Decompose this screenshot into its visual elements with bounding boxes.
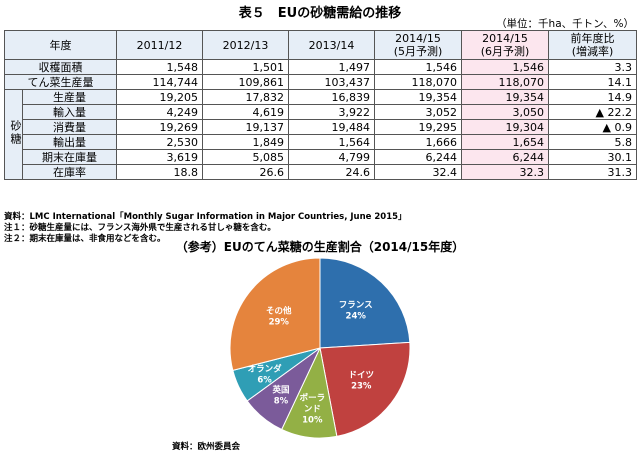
- sugar-group-text: 砂糖: [9, 120, 22, 146]
- table-cell: 4,799: [288, 149, 375, 165]
- table-cell: 2,530: [116, 134, 203, 150]
- table-cell: 3,619: [116, 149, 203, 165]
- note-source: 資料：LMC International「Monthly Sugar Infor…: [4, 212, 407, 222]
- row-label: 収穫面積: [4, 59, 117, 75]
- row-label: 在庫率: [22, 164, 117, 180]
- pie-slice: [319, 257, 411, 349]
- table-cell: 26.6: [202, 164, 289, 180]
- note-2: 注２：期末在庫量は、非食用などを含む。: [4, 234, 166, 244]
- table-row: 輸出量 2,530 1,849 1,564 1,666 1,654 5.8: [5, 134, 637, 150]
- pie-title: （参考）EUのてん菜糖の生産割合（2014/15年度）: [175, 240, 465, 254]
- pie-slice: [319, 341, 411, 437]
- row-label: 生産量: [22, 89, 117, 105]
- column-header: 2013/14: [288, 30, 375, 60]
- column-header: 2012/13: [202, 30, 289, 60]
- column-header: 2014/15 (6月予測): [461, 30, 549, 60]
- table-cell: 1,654: [461, 134, 549, 150]
- column-header: 2014/15 (5月予測): [374, 30, 462, 60]
- table-title: 表５ EUの砂糖需給の推移: [238, 6, 402, 21]
- table-cell: 32.3: [461, 164, 549, 180]
- sugar-group-label: 砂糖: [4, 89, 23, 180]
- table-cell: 118,070: [461, 74, 549, 90]
- pie-slice-label: その他 29%: [266, 306, 292, 328]
- unit-note: （単位：千ha、千トン、%）: [496, 18, 634, 30]
- pie-slice-label: ドイツ 23%: [348, 370, 374, 391]
- table-notes: 資料：LMC International「Monthly Sugar Infor…: [4, 212, 407, 245]
- corner-header: 年度: [4, 30, 117, 60]
- table-header-row: 年度 2011/12 2012/13 2013/14 2014/15 (5月予測)…: [4, 30, 637, 60]
- table-cell: 1,849: [202, 134, 289, 150]
- table-cell: 16,839: [288, 89, 375, 105]
- table-cell: 31.3: [548, 164, 637, 180]
- sugar-balance-table: 年度 2011/12 2012/13 2013/14 2014/15 (5月予測)…: [4, 30, 637, 180]
- table-cell: 6,244: [374, 149, 462, 165]
- pie-source: 資料：欧州委員会: [172, 442, 241, 452]
- table-cell: 19,484: [288, 119, 375, 135]
- table-row: 在庫率 18.8 26.6 24.6 32.4 32.3 31.3: [5, 164, 637, 180]
- row-label: 輸入量: [22, 104, 117, 120]
- table-cell: 19,354: [461, 89, 549, 105]
- table-cell: 14.1: [548, 74, 637, 90]
- column-header: 前年度比 (増減率): [548, 30, 637, 60]
- table-cell: 1,546: [461, 59, 549, 75]
- table-row: 収穫面積 1,548 1,501 1,497 1,546 1,546 3.3: [4, 59, 637, 75]
- table-cell: 19,304: [461, 119, 549, 135]
- pie-slice-label: オランダ 6%: [248, 364, 283, 386]
- table-cell: 1,546: [374, 59, 462, 75]
- pie-slice-label: ポーランド 10%: [300, 393, 326, 426]
- row-label: てん菜生産量: [4, 74, 117, 90]
- table-cell: 6,244: [461, 149, 549, 165]
- column-header: 2011/12: [116, 30, 203, 60]
- table-cell: 1,564: [288, 134, 375, 150]
- table-cell: 1,548: [116, 59, 203, 75]
- table-cell: 18.8: [116, 164, 203, 180]
- table-cell: 32.4: [374, 164, 462, 180]
- table-cell: 4,249: [116, 104, 203, 120]
- note-1: 注１：砂糖生産量には、フランス海外県で生産される甘しゃ糖を含む。: [4, 223, 276, 233]
- pie-slice-label: フランス 24%: [339, 300, 373, 321]
- pie-slice: [229, 257, 321, 371]
- table-cell: 19,205: [116, 89, 203, 105]
- table-cell: 19,137: [202, 119, 289, 135]
- row-label: 消費量: [22, 119, 117, 135]
- pie-slice-label: 英国 8%: [271, 385, 289, 407]
